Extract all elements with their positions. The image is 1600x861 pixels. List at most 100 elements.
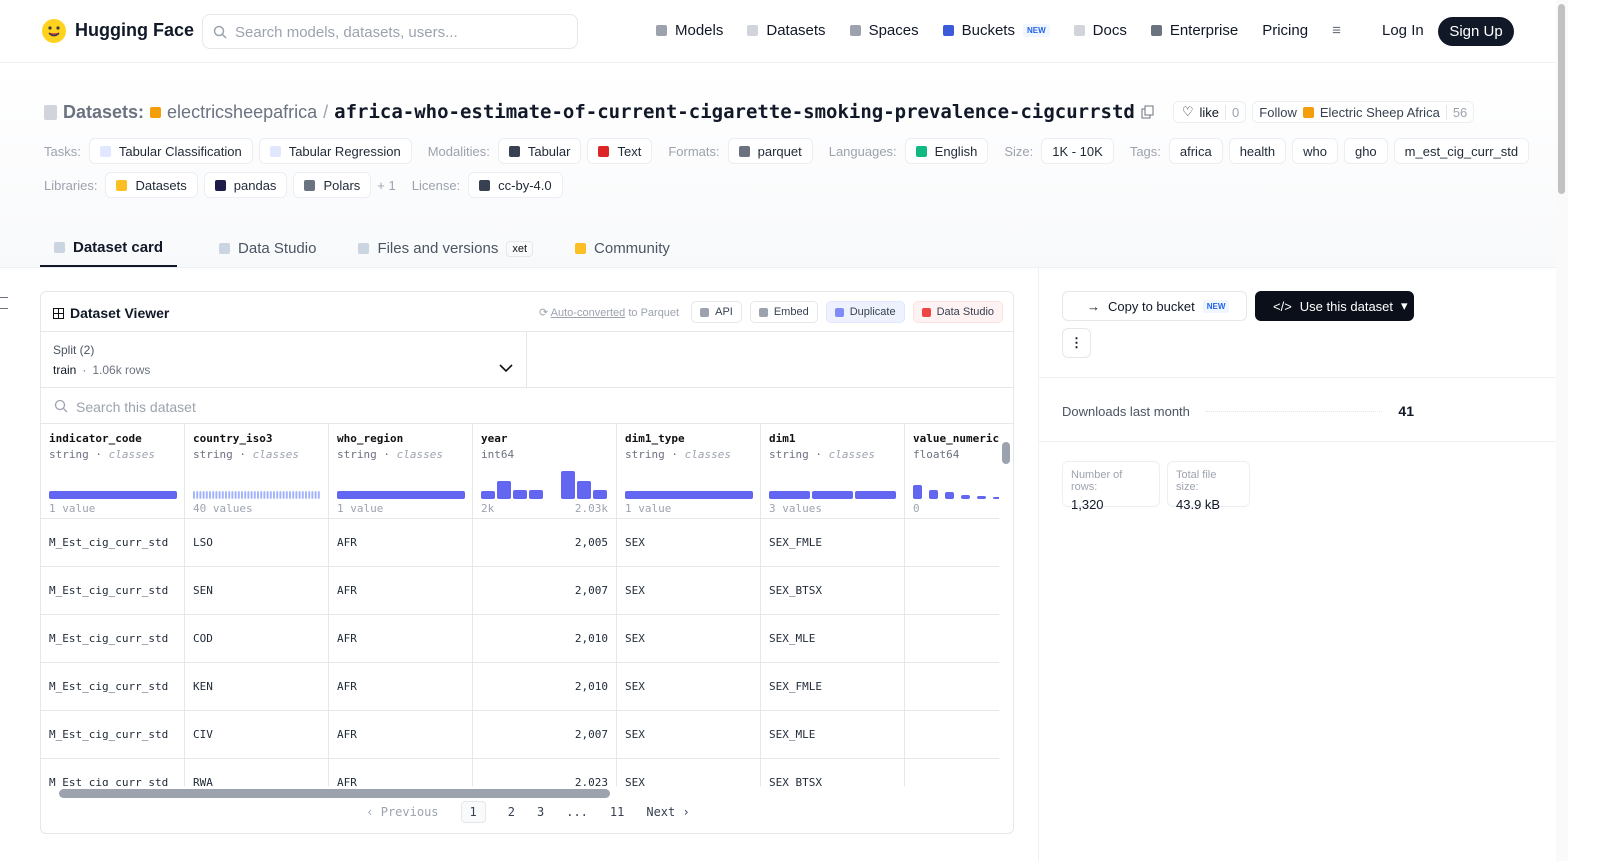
- nav-link[interactable]: Pricing: [1262, 22, 1308, 39]
- table-cell[interactable]: SEX_FMLE: [761, 519, 905, 567]
- table-cell[interactable]: [905, 567, 999, 615]
- search-box[interactable]: Search models, datasets, users...: [202, 14, 578, 49]
- table-cell[interactable]: M_Est_cig_curr_std: [41, 615, 185, 663]
- dataset-search[interactable]: Search this dataset: [41, 388, 1013, 424]
- toc-toggle[interactable]: [0, 297, 8, 309]
- login-link[interactable]: Log In: [1382, 22, 1424, 39]
- page-button[interactable]: 11: [609, 805, 625, 819]
- viewer-button[interactable]: Data Studio: [912, 301, 1004, 323]
- owner[interactable]: electricsheepafrica: [167, 101, 318, 122]
- meta-chip[interactable]: africa: [1168, 138, 1223, 164]
- table-cell[interactable]: SEX_BTSX: [761, 567, 905, 615]
- nav-link[interactable]: Datasets: [747, 22, 826, 39]
- table-cell[interactable]: SEX: [617, 615, 761, 663]
- table-cell[interactable]: SEX: [617, 567, 761, 615]
- use-dataset-button[interactable]: </> Use this dataset ▾: [1255, 291, 1414, 321]
- page-button[interactable]: 1: [460, 801, 486, 823]
- table-cell[interactable]: SEX_MLE: [761, 711, 905, 759]
- auto-converted-link[interactable]: Auto-converted: [550, 306, 626, 319]
- table-cell[interactable]: 2,023: [473, 759, 617, 786]
- table-cell[interactable]: 2,007: [473, 711, 617, 759]
- more-button[interactable]: ⋮: [1062, 328, 1091, 358]
- meta-chip[interactable]: Tabular: [497, 138, 582, 164]
- table-cell[interactable]: AFR: [329, 615, 473, 663]
- nav-link[interactable]: Models: [656, 22, 723, 39]
- table-cell[interactable]: SEX_FMLE: [761, 663, 905, 711]
- table-cell[interactable]: [905, 519, 999, 567]
- table-cell[interactable]: [905, 663, 999, 711]
- column-header[interactable]: indicator_code string · classes 1 value: [41, 424, 185, 519]
- meta-chip[interactable]: gho: [1343, 138, 1388, 164]
- table-cell[interactable]: M_Est_cig_curr_std: [41, 759, 185, 786]
- table-cell[interactable]: KEN: [185, 663, 329, 711]
- viewer-button[interactable]: Duplicate: [825, 301, 905, 323]
- table-cell[interactable]: LSO: [185, 519, 329, 567]
- table-cell[interactable]: 2,005: [473, 519, 617, 567]
- meta-chip[interactable]: who: [1292, 138, 1338, 164]
- meta-chip[interactable]: pandas: [203, 172, 288, 198]
- previous-button[interactable]: ‹ Previous: [366, 805, 439, 819]
- page-scroll-thumb[interactable]: [1558, 4, 1565, 194]
- table-cell[interactable]: AFR: [329, 567, 473, 615]
- tab[interactable]: Dataset card: [40, 230, 178, 267]
- table-cell[interactable]: SEX: [617, 711, 761, 759]
- nav-link[interactable]: Enterprise: [1150, 22, 1238, 39]
- repo-name[interactable]: africa-who-estimate-of-current-cigarette…: [334, 101, 1135, 123]
- section-label[interactable]: Datasets:: [63, 101, 145, 122]
- table-cell[interactable]: COD: [185, 615, 329, 663]
- table-cell[interactable]: RWA: [185, 759, 329, 786]
- column-header[interactable]: who_region string · classes 1 value: [329, 424, 473, 519]
- tab[interactable]: Data Studio: [205, 230, 316, 267]
- table-cell[interactable]: SEX: [617, 759, 761, 786]
- table-cell[interactable]: AFR: [329, 711, 473, 759]
- table-cell[interactable]: M_Est_cig_curr_std: [41, 567, 185, 615]
- next-button[interactable]: Next ›: [646, 805, 690, 819]
- meta-chip[interactable]: m_est_cig_curr_std: [1393, 138, 1530, 164]
- copy-icon[interactable]: [1141, 105, 1155, 119]
- viewer-button[interactable]: API: [691, 301, 742, 323]
- column-header[interactable]: dim1_type string · classes 1 value: [617, 424, 761, 519]
- scroll-thumb[interactable]: [1002, 442, 1010, 464]
- table-cell[interactable]: SEX_MLE: [761, 615, 905, 663]
- column-header[interactable]: year int64 2k 2.03k: [473, 424, 617, 519]
- copy-bucket-button[interactable]: → Copy to bucket NEW: [1062, 291, 1247, 321]
- meta-chip[interactable]: parquet: [727, 138, 813, 164]
- like-button[interactable]: ♡ like 0: [1172, 101, 1247, 123]
- column-header[interactable]: dim1 string · classes 3 values: [761, 424, 905, 519]
- meta-chip[interactable]: 1K - 10K: [1041, 138, 1114, 164]
- table-cell[interactable]: 2,010: [473, 615, 617, 663]
- signup-button[interactable]: Sign Up: [1438, 17, 1514, 46]
- page-button[interactable]: 2: [507, 805, 515, 819]
- table-cell[interactable]: SEN: [185, 567, 329, 615]
- viewer-button[interactable]: Embed: [749, 301, 818, 323]
- table-cell[interactable]: [905, 711, 999, 759]
- horizontal-scroll-thumb[interactable]: [59, 789, 610, 798]
- nav-link[interactable]: Spaces: [849, 22, 919, 39]
- table-cell[interactable]: M_Est_cig_curr_std: [41, 519, 185, 567]
- nav-link[interactable]: Docs: [1073, 22, 1127, 39]
- table-cell[interactable]: [905, 759, 999, 786]
- table-cell[interactable]: M_Est_cig_curr_std: [41, 711, 185, 759]
- table-cell[interactable]: CIV: [185, 711, 329, 759]
- table-cell[interactable]: SEX: [617, 519, 761, 567]
- meta-chip[interactable]: health: [1228, 138, 1287, 164]
- meta-chip[interactable]: Tabular Classification: [88, 138, 253, 164]
- table-cell[interactable]: AFR: [329, 663, 473, 711]
- table-cell[interactable]: SEX: [617, 663, 761, 711]
- column-header[interactable]: value_numeric float64 0: [905, 424, 999, 519]
- nav-link[interactable]: Buckets NEW: [942, 22, 1050, 39]
- nav-more[interactable]: ≡: [1332, 22, 1341, 39]
- meta-chip[interactable]: Text: [587, 138, 653, 164]
- table-cell[interactable]: [905, 615, 999, 663]
- split-selector[interactable]: Split (2) train · 1.06k rows: [41, 332, 1013, 388]
- tab[interactable]: Community: [561, 230, 670, 267]
- brand[interactable]: Hugging Face: [75, 20, 195, 40]
- meta-chip[interactable]: Polars: [293, 172, 372, 198]
- table-cell[interactable]: AFR: [329, 519, 473, 567]
- follow-button[interactable]: Follow Electric Sheep Africa 56: [1252, 101, 1475, 123]
- table-cell[interactable]: 2,010: [473, 663, 617, 711]
- meta-chip[interactable]: Tabular Regression: [258, 138, 412, 164]
- meta-chip[interactable]: English: [904, 138, 989, 164]
- page-button[interactable]: 3: [536, 805, 545, 819]
- table-cell[interactable]: SEX_BTSX: [761, 759, 905, 786]
